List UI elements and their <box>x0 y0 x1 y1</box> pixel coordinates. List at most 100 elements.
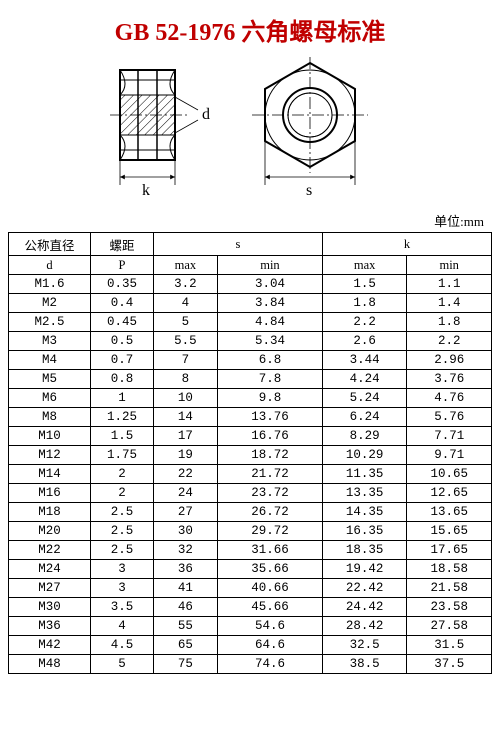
cell-smin: 13.76 <box>217 408 322 427</box>
cell-smin: 7.8 <box>217 370 322 389</box>
cell-p: 0.7 <box>91 351 154 370</box>
table-row: M3645554.628.4227.58 <box>9 617 492 636</box>
cell-kmax: 13.35 <box>322 484 407 503</box>
cell-kmin: 12.65 <box>407 484 492 503</box>
cell-smin: 21.72 <box>217 465 322 484</box>
cell-smin: 18.72 <box>217 446 322 465</box>
cell-kmin: 7.71 <box>407 427 492 446</box>
cell-smin: 16.76 <box>217 427 322 446</box>
cell-smin: 40.66 <box>217 579 322 598</box>
cell-p: 1 <box>91 389 154 408</box>
top-view: s <box>252 57 368 199</box>
cell-smin: 74.6 <box>217 655 322 674</box>
cell-kmax: 11.35 <box>322 465 407 484</box>
cell-kmax: 32.5 <box>322 636 407 655</box>
nut-diagram: d k s <box>8 55 492 205</box>
cell-p: 0.5 <box>91 332 154 351</box>
cell-smax: 14 <box>153 408 217 427</box>
cell-smax: 5.5 <box>153 332 217 351</box>
th-k: k <box>322 233 491 256</box>
cell-smin: 5.34 <box>217 332 322 351</box>
cell-kmax: 19.42 <box>322 560 407 579</box>
table-row: M202.53029.7216.3515.65 <box>9 522 492 541</box>
cell-kmin: 15.65 <box>407 522 492 541</box>
table-row: M101.51716.768.297.71 <box>9 427 492 446</box>
cell-smax: 32 <box>153 541 217 560</box>
side-view: d k <box>110 70 210 199</box>
cell-kmin: 2.96 <box>407 351 492 370</box>
label-k: k <box>142 182 150 199</box>
cell-p: 1.75 <box>91 446 154 465</box>
cell-p: 2.5 <box>91 503 154 522</box>
cell-kmax: 14.35 <box>322 503 407 522</box>
th-nominal: 公称直径 <box>9 233 91 256</box>
label-d: d <box>202 106 210 123</box>
table-row: M2.50.4554.842.21.8 <box>9 313 492 332</box>
cell-smax: 30 <box>153 522 217 541</box>
table-row: M2433635.6619.4218.58 <box>9 560 492 579</box>
cell-kmin: 2.2 <box>407 332 492 351</box>
cell-kmax: 3.44 <box>322 351 407 370</box>
cell-smax: 22 <box>153 465 217 484</box>
spec-table: 公称直径 螺距 s k d P max min max min M1.60.35… <box>8 232 492 674</box>
cell-smin: 45.66 <box>217 598 322 617</box>
cell-smin: 54.6 <box>217 617 322 636</box>
cell-smax: 8 <box>153 370 217 389</box>
th-kmin: min <box>407 256 492 275</box>
cell-p: 2 <box>91 484 154 503</box>
cell-kmin: 5.76 <box>407 408 492 427</box>
cell-p: 4 <box>91 617 154 636</box>
cell-p: 0.4 <box>91 294 154 313</box>
cell-p: 3.5 <box>91 598 154 617</box>
cell-kmin: 4.76 <box>407 389 492 408</box>
cell-smin: 31.66 <box>217 541 322 560</box>
cell-smin: 23.72 <box>217 484 322 503</box>
cell-smin: 9.8 <box>217 389 322 408</box>
cell-p: 0.8 <box>91 370 154 389</box>
cell-p: 1.25 <box>91 408 154 427</box>
cell-kmax: 5.24 <box>322 389 407 408</box>
cell-d: M24 <box>9 560 91 579</box>
cell-kmin: 37.5 <box>407 655 492 674</box>
cell-p: 3 <box>91 560 154 579</box>
cell-p: 1.5 <box>91 427 154 446</box>
cell-kmax: 16.35 <box>322 522 407 541</box>
cell-d: M27 <box>9 579 91 598</box>
cell-p: 4.5 <box>91 636 154 655</box>
th-kmax: max <box>322 256 407 275</box>
cell-kmin: 18.58 <box>407 560 492 579</box>
cell-smax: 55 <box>153 617 217 636</box>
cell-kmax: 6.24 <box>322 408 407 427</box>
label-s: s <box>306 182 312 199</box>
cell-kmax: 2.6 <box>322 332 407 351</box>
table-row: M20.443.841.81.4 <box>9 294 492 313</box>
table-row: M81.251413.766.245.76 <box>9 408 492 427</box>
cell-p: 3 <box>91 579 154 598</box>
cell-p: 2.5 <box>91 522 154 541</box>
cell-kmax: 18.35 <box>322 541 407 560</box>
cell-d: M36 <box>9 617 91 636</box>
th-p-sym: P <box>91 256 154 275</box>
cell-smax: 36 <box>153 560 217 579</box>
cell-kmin: 3.76 <box>407 370 492 389</box>
th-d-sym: d <box>9 256 91 275</box>
cell-d: M2 <box>9 294 91 313</box>
cell-d: M30 <box>9 598 91 617</box>
table-row: M1622423.7213.3512.65 <box>9 484 492 503</box>
cell-d: M6 <box>9 389 91 408</box>
cell-kmax: 10.29 <box>322 446 407 465</box>
unit-label: 单位:mm <box>8 211 492 230</box>
cell-d: M12 <box>9 446 91 465</box>
cell-smax: 7 <box>153 351 217 370</box>
cell-smax: 65 <box>153 636 217 655</box>
cell-d: M16 <box>9 484 91 503</box>
th-smin: min <box>217 256 322 275</box>
cell-kmax: 38.5 <box>322 655 407 674</box>
table-row: M222.53231.6618.3517.65 <box>9 541 492 560</box>
table-row: M50.887.84.243.76 <box>9 370 492 389</box>
table-row: M2734140.6622.4221.58 <box>9 579 492 598</box>
cell-d: M1.6 <box>9 275 91 294</box>
cell-kmax: 24.42 <box>322 598 407 617</box>
cell-kmax: 28.42 <box>322 617 407 636</box>
cell-p: 2 <box>91 465 154 484</box>
